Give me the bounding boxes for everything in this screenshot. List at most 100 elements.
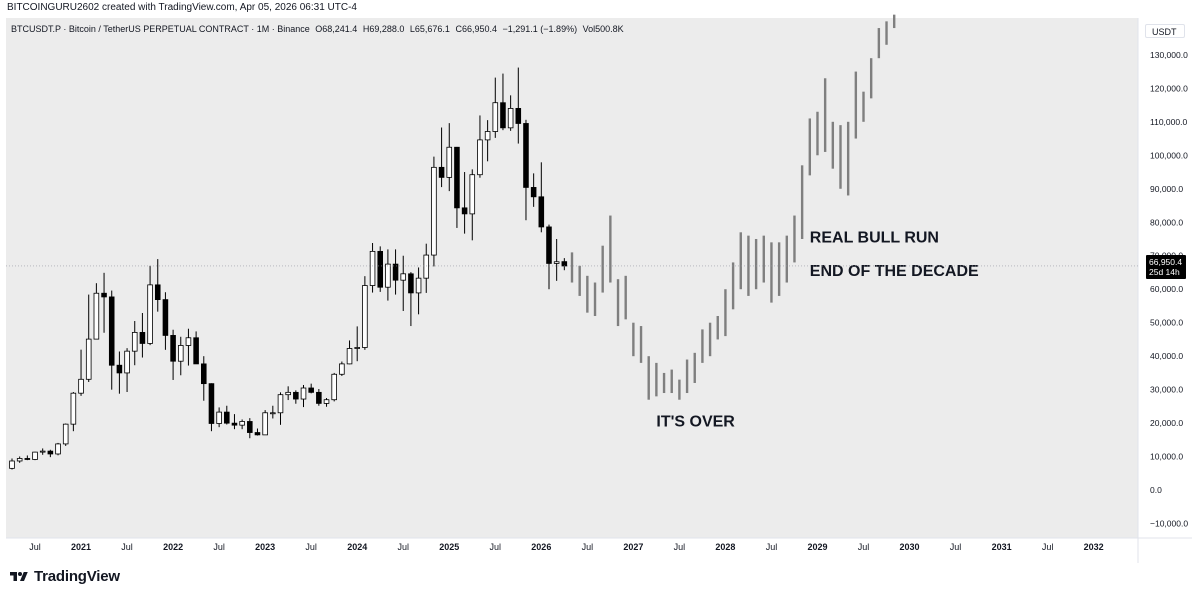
projection-bar	[716, 316, 719, 340]
candle-body	[254, 432, 261, 436]
y-tick-label: 50,000.0	[1150, 318, 1183, 328]
symbol-name[interactable]: BTCUSDT.P · Bitcoin / TetherUS PERPETUAL…	[11, 24, 310, 34]
x-tick-label: Jul	[858, 542, 870, 552]
y-tick-label: 20,000.0	[1150, 418, 1183, 428]
candle-body	[507, 108, 514, 129]
candle-body	[70, 392, 77, 425]
candle-body	[185, 337, 192, 346]
ohlc-high: H69,288.0	[362, 24, 405, 34]
candle-body	[538, 196, 545, 228]
candle-body	[78, 378, 84, 394]
projection-bar	[747, 235, 750, 296]
projection-bar	[593, 282, 597, 317]
candle-body	[32, 451, 38, 460]
y-tick-label: 110,000.0	[1150, 117, 1187, 127]
candle-body	[561, 261, 568, 267]
projection-bar	[885, 21, 888, 45]
candle-body	[9, 460, 15, 469]
candle-body	[331, 373, 337, 401]
candle-body	[139, 332, 146, 344]
x-tick-label: Jul	[950, 542, 962, 552]
candle-body	[500, 102, 506, 129]
projection-bar	[816, 111, 819, 156]
candle-body	[408, 273, 414, 294]
y-tick-label: 90,000.0	[1150, 184, 1183, 194]
brand-name: TradingView	[34, 568, 120, 585]
ohlc-close: C66,950.4	[455, 24, 497, 34]
x-tick-label: 2029	[807, 542, 827, 552]
projection-bar	[892, 14, 896, 29]
y-tick-label: 80,000.0	[1150, 217, 1183, 227]
projection-bar	[670, 369, 673, 394]
projection-bar	[647, 356, 650, 400]
candle-body	[116, 364, 123, 374]
chart-caption: BITCOINGURU2602 created with TradingView…	[7, 2, 357, 13]
last-price-badge	[1146, 254, 1186, 279]
x-tick-label: 2028	[715, 542, 735, 552]
projection-bar	[854, 71, 858, 139]
projection-bar	[616, 279, 620, 327]
quote-currency-button[interactable]: USDT	[1145, 24, 1185, 38]
candle-body	[24, 458, 31, 460]
y-tick-label: −10,000.0	[1150, 519, 1188, 529]
tradingview-brand[interactable]: TradingView	[8, 568, 120, 585]
candle-body	[108, 296, 115, 366]
x-tick-label: 2031	[992, 542, 1012, 552]
candle-body	[423, 254, 430, 279]
candle-body	[461, 207, 468, 215]
annotation-text: END OF THE DECADE	[810, 263, 979, 280]
candle-body	[553, 261, 560, 264]
projection-bar	[655, 362, 658, 397]
projection-bar	[839, 125, 842, 189]
candle-body	[530, 187, 537, 198]
candle-body	[438, 166, 445, 178]
last-price-value: 66,950.4	[1149, 257, 1182, 267]
candle-body	[308, 387, 314, 393]
projection-bar	[601, 245, 604, 293]
y-tick-label: 100,000.0	[1150, 150, 1188, 160]
candle-body	[231, 422, 238, 426]
candle-body	[193, 337, 199, 365]
candle-body	[369, 250, 376, 286]
projection-bar	[662, 372, 666, 394]
projection-bar	[570, 252, 574, 283]
candle-body	[247, 421, 253, 433]
candle-body	[101, 292, 107, 298]
x-tick-label: Jul	[121, 542, 133, 552]
candle-body	[477, 139, 483, 176]
candle-body	[224, 411, 230, 424]
volume-value: Vol500.8K	[582, 24, 624, 34]
projection-bar	[578, 265, 581, 296]
candle-body	[162, 299, 169, 336]
x-tick-label: 2025	[439, 542, 459, 552]
time-scale	[6, 538, 1192, 564]
projection-bar	[754, 238, 758, 290]
candle-body	[131, 332, 138, 352]
candle-body	[484, 131, 491, 141]
candle-body	[93, 292, 100, 340]
candle-body	[523, 123, 529, 188]
projection-bar	[701, 329, 704, 363]
projection-bar	[586, 275, 589, 313]
projection-bar	[800, 165, 804, 239]
x-tick-label: Jul	[582, 542, 594, 552]
candle-body	[262, 412, 268, 436]
candle-body	[339, 363, 345, 375]
projection-bar	[678, 379, 681, 400]
price-change: −1,291.1 (−1.89%)	[502, 24, 578, 34]
candle-body	[377, 250, 383, 288]
projection-bar	[862, 91, 865, 122]
projection-bar	[831, 121, 835, 169]
annotation-text: REAL BULL RUN	[810, 229, 939, 246]
candle-body	[201, 363, 207, 385]
candle-body	[177, 345, 184, 362]
tradingview-logo-icon	[10, 571, 28, 581]
projection-bar	[693, 352, 696, 383]
candle-body	[431, 166, 437, 256]
symbol-legend[interactable]: BTCUSDT.P · Bitcoin / TetherUS PERPETUAL…	[11, 24, 627, 34]
candle-body	[16, 458, 23, 462]
candle-body	[469, 174, 476, 215]
candle-body	[546, 226, 552, 264]
candle-body	[300, 387, 307, 400]
